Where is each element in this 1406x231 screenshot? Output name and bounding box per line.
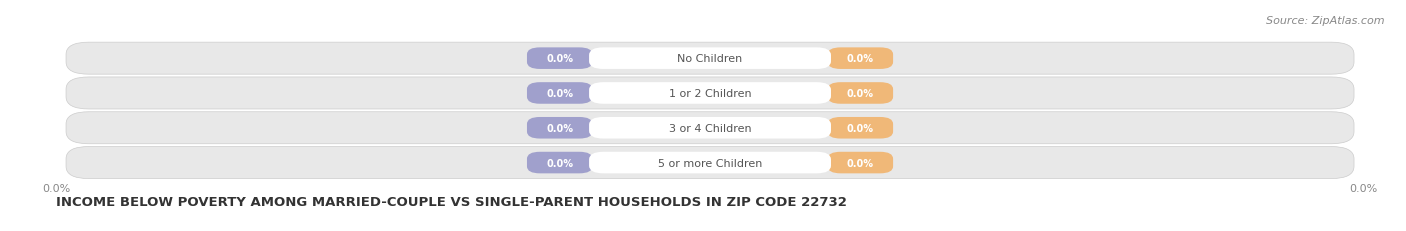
FancyBboxPatch shape xyxy=(828,48,893,70)
FancyBboxPatch shape xyxy=(527,83,592,104)
Text: 1 or 2 Children: 1 or 2 Children xyxy=(669,88,751,99)
FancyBboxPatch shape xyxy=(828,118,893,139)
Text: 0.0%: 0.0% xyxy=(546,88,574,99)
Text: 0.0%: 0.0% xyxy=(846,123,875,133)
Text: 0.0%: 0.0% xyxy=(546,158,574,168)
FancyBboxPatch shape xyxy=(589,152,831,174)
FancyBboxPatch shape xyxy=(589,118,831,139)
FancyBboxPatch shape xyxy=(828,152,893,174)
Text: 0.0%: 0.0% xyxy=(846,88,875,99)
Text: 0.0%: 0.0% xyxy=(546,54,574,64)
Text: 0.0%: 0.0% xyxy=(846,158,875,168)
FancyBboxPatch shape xyxy=(589,48,831,70)
Text: Source: ZipAtlas.com: Source: ZipAtlas.com xyxy=(1267,16,1385,26)
FancyBboxPatch shape xyxy=(527,48,592,70)
FancyBboxPatch shape xyxy=(66,78,1354,109)
FancyBboxPatch shape xyxy=(66,147,1354,179)
Text: No Children: No Children xyxy=(678,54,742,64)
FancyBboxPatch shape xyxy=(527,152,592,174)
FancyBboxPatch shape xyxy=(589,83,831,104)
FancyBboxPatch shape xyxy=(828,83,893,104)
FancyBboxPatch shape xyxy=(527,118,592,139)
Text: INCOME BELOW POVERTY AMONG MARRIED-COUPLE VS SINGLE-PARENT HOUSEHOLDS IN ZIP COD: INCOME BELOW POVERTY AMONG MARRIED-COUPL… xyxy=(56,195,846,208)
Text: 0.0%: 0.0% xyxy=(546,123,574,133)
Text: 3 or 4 Children: 3 or 4 Children xyxy=(669,123,751,133)
FancyBboxPatch shape xyxy=(66,112,1354,144)
Legend: Married Couples, Single Parents: Married Couples, Single Parents xyxy=(598,228,823,231)
Text: 0.0%: 0.0% xyxy=(846,54,875,64)
Text: 5 or more Children: 5 or more Children xyxy=(658,158,762,168)
FancyBboxPatch shape xyxy=(66,43,1354,75)
